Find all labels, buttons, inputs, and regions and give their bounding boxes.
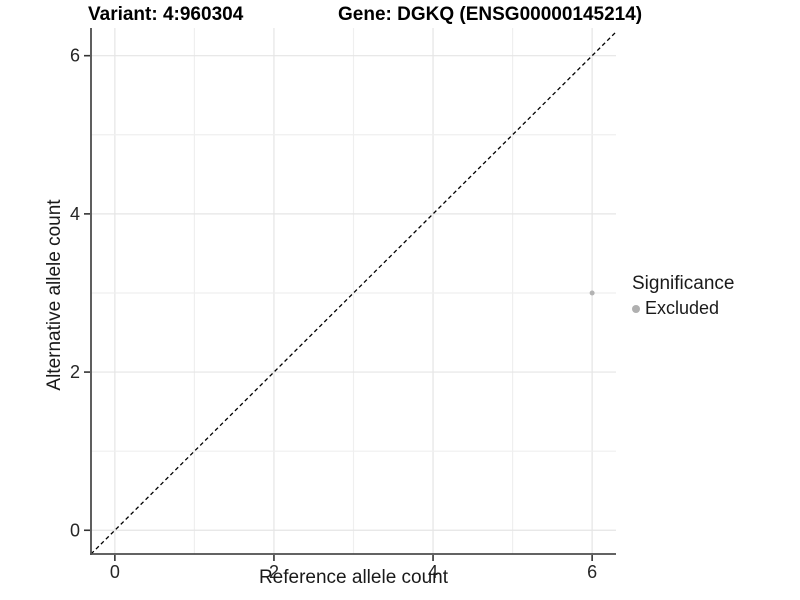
x-axis-title: Reference allele count [258, 567, 449, 588]
x-tick-label: 2 [269, 562, 279, 582]
y-tick-label: 4 [70, 204, 80, 224]
legend-title: Significance [632, 273, 735, 294]
y-tick-label: 2 [70, 362, 80, 382]
identity-line [90, 31, 617, 555]
data-point-excluded [589, 290, 595, 296]
variant-title: Variant: 4:960304 [88, 4, 244, 25]
legend-entry-excluded: Excluded [632, 298, 734, 319]
y-tick-label: 0 [70, 520, 80, 540]
excluded-point-icon [632, 304, 640, 313]
y-tick-label: 6 [70, 46, 80, 66]
x-tick-label: 4 [428, 562, 438, 582]
gene-title: Gene: DGKQ (ENSG00000145214) [338, 4, 643, 25]
legend-entry-label: Excluded [645, 298, 720, 318]
x-tick-label: 0 [110, 562, 120, 582]
y-axis-title: Alternative allele count [44, 199, 65, 391]
legend: Significance Excluded [632, 273, 734, 319]
x-tick-label: 6 [587, 562, 597, 582]
